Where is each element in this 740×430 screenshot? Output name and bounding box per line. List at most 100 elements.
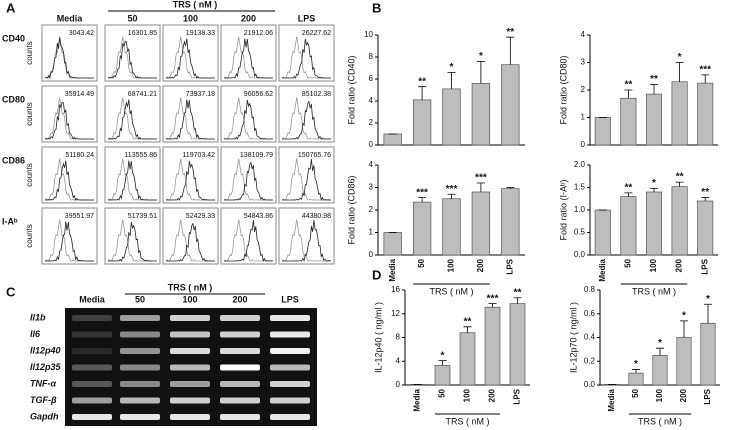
histogram-box (220, 146, 277, 204)
gel-band (220, 414, 260, 420)
column-label: 200 (232, 294, 247, 304)
y-tick-label: 8 (369, 52, 374, 61)
row-label: I-Aᵇ (2, 216, 18, 226)
histogram-box (162, 207, 219, 265)
row-label: CD40 (2, 33, 25, 43)
error-bar (513, 297, 522, 304)
histogram-box (41, 207, 98, 265)
mfi-value: 51739.51 (128, 213, 157, 220)
row-label: CD80 (2, 94, 25, 104)
column-label: 100 (183, 13, 198, 23)
axis-label: counts (25, 41, 34, 65)
histogram-box (104, 85, 161, 143)
histogram-curve (107, 97, 157, 140)
error-bar (438, 360, 447, 366)
x-tick-label: 200 (675, 258, 684, 272)
x-tick-label: 50 (417, 258, 426, 267)
x-axis-label: TRS ( nM ) (632, 286, 676, 296)
bar (471, 191, 491, 256)
histogram-curve (281, 219, 331, 262)
mfi-value: 3043.42 (69, 30, 94, 37)
histogram-box (278, 146, 335, 204)
y-tick-label: 1 (369, 228, 374, 237)
bar (645, 191, 663, 256)
gene-label: TNF-α (30, 378, 56, 388)
gel-band (170, 414, 210, 420)
y-axis-label: Fold ratio (CD86) (346, 175, 356, 244)
bar (652, 354, 668, 386)
mfi-value: 16301.85 (128, 30, 157, 37)
y-tick-label: 16 (391, 285, 400, 294)
histogram-curve (282, 158, 332, 201)
mfi-value: 73937.18 (186, 91, 215, 98)
histogram-box (162, 24, 219, 82)
histogram-curve (281, 97, 331, 140)
error-bar (675, 181, 684, 187)
gel-band (72, 397, 112, 404)
x-tick-label: LPS (505, 258, 514, 274)
histogram-curve (44, 102, 94, 140)
histogram-box (41, 85, 98, 143)
significance: *** (699, 65, 711, 76)
error-bar (650, 188, 658, 192)
gel-band (120, 364, 160, 371)
bar (594, 209, 611, 256)
mfi-value: 21912.06 (244, 30, 273, 37)
axis-label: counts (25, 224, 34, 248)
mfi-value: 150765.76 (298, 152, 331, 159)
significance: * (441, 350, 445, 361)
histogram-box (41, 24, 98, 82)
x-tick-label: 50 (624, 258, 633, 267)
x-tick-label: 200 (476, 258, 485, 272)
bar (671, 186, 688, 256)
column-label: 50 (127, 13, 137, 23)
histogram-box (220, 85, 277, 143)
gel-band (220, 331, 260, 338)
significance: * (634, 359, 638, 370)
histogram-curve (282, 38, 331, 79)
gel-band (120, 315, 160, 321)
error-bar (418, 197, 427, 203)
column-label: 100 (182, 294, 197, 304)
gel-band (270, 364, 310, 371)
error-bar (675, 62, 684, 82)
gene-label: Il12p40 (30, 345, 61, 355)
bar (484, 306, 501, 386)
panel-letter: C (6, 284, 16, 299)
histogram-curve (165, 219, 215, 262)
significance: * (450, 62, 454, 73)
gel-band (220, 315, 260, 321)
significance: * (706, 294, 710, 305)
significance: ** (701, 187, 709, 198)
y-tick-label: 4 (369, 160, 374, 169)
significance: * (479, 51, 483, 62)
histogram-curve (223, 97, 273, 140)
bar (442, 88, 461, 146)
histogram-curve (165, 36, 215, 79)
panel-header: TRS ( nM ) (173, 0, 218, 9)
histogram-curve (44, 160, 94, 201)
error-bar (632, 369, 640, 374)
y-tick-label: 0.0 (584, 380, 596, 389)
bar (383, 232, 402, 256)
histogram-box (278, 207, 335, 265)
gel-band (270, 348, 310, 354)
y-tick-label: 0 (369, 250, 374, 259)
significance: ** (464, 316, 472, 327)
gene-label: TGF-β (30, 395, 57, 405)
bar (383, 133, 402, 146)
gel-band (72, 381, 112, 387)
column-label: 50 (135, 294, 145, 304)
histogram-box (220, 207, 277, 265)
bar (628, 372, 644, 386)
bar (412, 201, 432, 256)
mfi-value: 35914.49 (65, 91, 94, 98)
significance: *** (487, 293, 499, 304)
x-tick-label: Media (388, 258, 397, 281)
gel-band (120, 414, 160, 420)
significance: ** (514, 287, 522, 298)
x-tick-label: 100 (649, 258, 658, 272)
mfi-value: 51180.24 (65, 152, 94, 159)
gel-band (170, 348, 210, 354)
gel-band (220, 381, 260, 387)
